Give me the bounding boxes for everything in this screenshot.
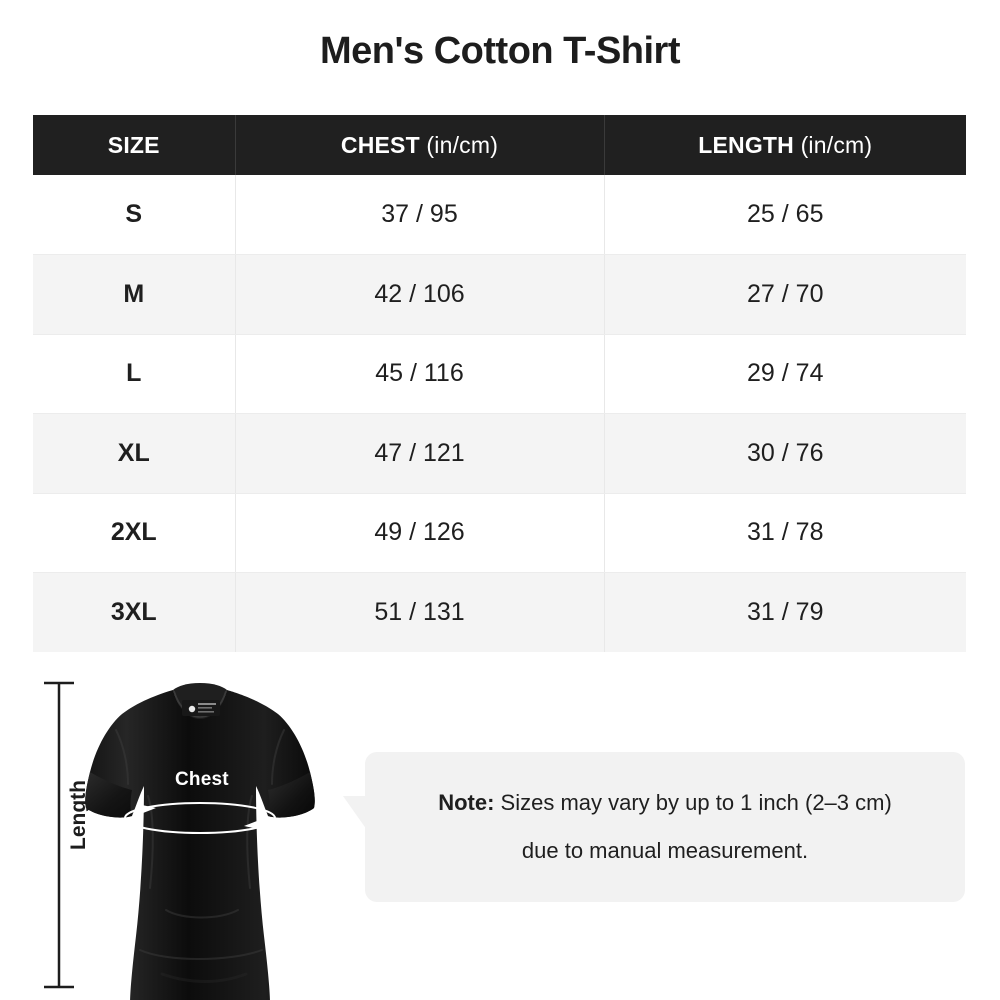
cell-size: L — [33, 334, 236, 414]
table-header: SIZE CHEST (in/cm) LENGTH (in/cm) — [33, 115, 966, 175]
cell-size: 3XL — [33, 572, 236, 652]
measurement-illustration: Length — [0, 660, 1000, 1000]
tshirt-illustration: Chest — [70, 674, 330, 1000]
column-header-length: LENGTH (in/cm) — [604, 115, 966, 175]
cell-chest: 45 / 116 — [235, 334, 605, 414]
cell-length: 27 / 70 — [604, 254, 966, 335]
cell-length: 29 / 74 — [604, 334, 966, 414]
table-row: L 45 / 116 29 / 74 — [33, 334, 966, 414]
column-header-chest-main: CHEST — [340, 131, 420, 158]
column-header-chest: CHEST (in/cm) — [235, 115, 605, 175]
table-row: 2XL 49 / 126 31 / 78 — [33, 493, 966, 573]
table-row: M 42 / 106 27 / 70 — [33, 254, 966, 335]
cell-chest: 49 / 126 — [235, 493, 605, 573]
chest-measure-ellipse — [124, 802, 276, 834]
column-header-length-unit: (in/cm) — [793, 131, 873, 158]
note-line-1-text: Sizes may vary by up to 1 inch (2–3 cm) — [494, 790, 892, 815]
cell-length: 30 / 76 — [604, 413, 966, 494]
column-header-length-main: LENGTH — [698, 131, 794, 158]
cell-size: 2XL — [33, 493, 236, 573]
cell-size: XL — [33, 413, 236, 494]
cell-chest: 42 / 106 — [235, 254, 605, 335]
cell-size: M — [33, 254, 236, 335]
table-body: S 37 / 95 25 / 65 M 42 / 106 27 / 70 L 4… — [33, 175, 966, 652]
page-title: Men's Cotton T-Shirt — [320, 30, 681, 72]
table-row: S 37 / 95 25 / 65 — [33, 175, 966, 255]
cell-length: 31 / 78 — [604, 493, 966, 573]
note-bubble: Note: Sizes may vary by up to 1 inch (2–… — [343, 752, 965, 902]
note-line-2: due to manual measurement. — [521, 838, 809, 863]
length-dimension-line: Length — [40, 680, 94, 990]
column-header-size: SIZE — [33, 115, 236, 175]
cell-chest: 37 / 95 — [235, 175, 605, 255]
column-header-size-main: SIZE — [107, 131, 160, 158]
table-header-row: SIZE CHEST (in/cm) LENGTH (in/cm) — [33, 115, 966, 175]
cell-length: 25 / 65 — [604, 175, 966, 255]
column-header-chest-unit: (in/cm) — [419, 131, 499, 158]
note-bubble-tail — [343, 796, 367, 830]
note-line-1: Note: Sizes may vary by up to 1 inch (2–… — [438, 790, 892, 816]
cell-length: 31 / 79 — [604, 572, 966, 652]
cell-chest: 47 / 121 — [235, 413, 605, 494]
table-row: 3XL 51 / 131 31 / 79 — [33, 572, 966, 652]
cell-size: S — [33, 175, 236, 255]
table-row: XL 47 / 121 30 / 76 — [33, 413, 966, 494]
note-text: Note: Sizes may vary by up to 1 inch (2–… — [365, 752, 965, 902]
chest-measure-label: Chest — [175, 769, 229, 790]
cell-chest: 51 / 131 — [235, 572, 605, 652]
note-prefix: Note: — [438, 790, 495, 815]
size-chart-table: SIZE CHEST (in/cm) LENGTH (in/cm) S 37 /… — [33, 115, 966, 652]
